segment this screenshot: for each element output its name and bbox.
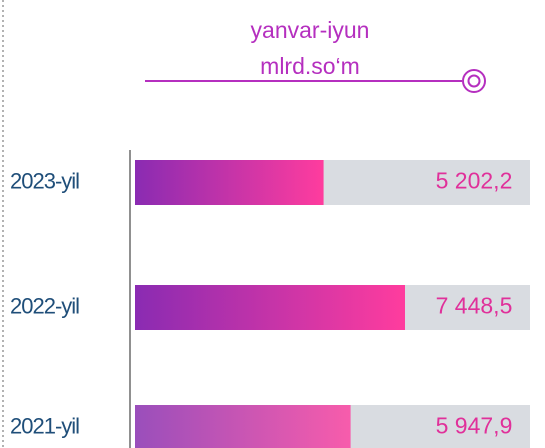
- value-label: 5 202,2: [436, 168, 513, 194]
- bar: [135, 285, 405, 330]
- chart-title: yanvar-iyun: [251, 17, 370, 43]
- ring-icon: [462, 69, 486, 93]
- bar: [135, 405, 351, 448]
- value-label: 7 448,5: [436, 293, 513, 319]
- category-label: 2022-yil: [10, 293, 79, 318]
- ring-icon-inner: [467, 74, 481, 88]
- chart-subtitle: mlrd.so‘m: [260, 53, 360, 79]
- category-label: 2021-yil: [10, 413, 79, 438]
- value-label: 5 947,9: [436, 413, 513, 439]
- bar: [135, 160, 324, 205]
- category-label: 2023-yil: [10, 168, 79, 193]
